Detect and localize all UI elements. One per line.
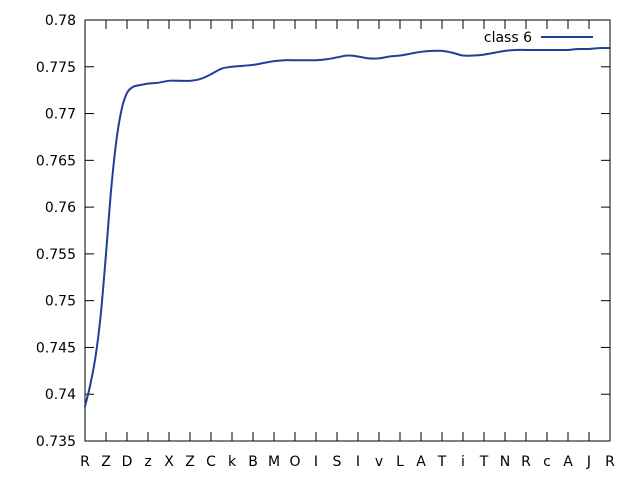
axis-layer: 0.735 0.74 0.745 0.75 0.755 0.76 0.765 0.77 0.77… (36, 13, 615, 470)
x-tick-label: A (563, 454, 573, 470)
x-tick-label: N (500, 454, 510, 470)
legend-label-class-6: class 6 (484, 30, 532, 46)
y-tick-label: 0.75 (45, 294, 76, 310)
plot-frame (84, 19, 611, 442)
y-tick-label: 0.735 (36, 434, 76, 450)
y-tick-label: 0.755 (36, 247, 76, 263)
x-tick-label: O (289, 454, 300, 470)
x-tick-label: z (144, 454, 151, 470)
x-tick-label: I (314, 454, 318, 470)
x-tick-label: L (396, 454, 404, 470)
legend: class 6 (484, 30, 593, 46)
x-tick-label: T (437, 454, 447, 470)
x-tick-label: i (461, 454, 465, 470)
x-tick-label: S (333, 454, 342, 470)
x-tick-label: k (228, 454, 237, 470)
plot-layer (84, 46, 611, 408)
x-tick-label: A (416, 454, 426, 470)
x-tick-label: J (586, 454, 591, 470)
y-tick-label: 0.775 (36, 60, 76, 76)
x-tick-label: R (605, 454, 615, 470)
x-tick-label: c (543, 454, 551, 470)
x-tick-label: I (356, 454, 360, 470)
y-tick-label: 0.76 (45, 200, 76, 216)
x-tick-label: T (479, 454, 489, 470)
x-tick-label: v (375, 454, 383, 470)
x-tick-label: D (122, 454, 133, 470)
x-tick-label: M (268, 454, 280, 470)
x-tick-label: C (206, 454, 216, 470)
y-tick-label: 0.745 (36, 340, 76, 356)
y-tick-label: 0.765 (36, 153, 76, 169)
x-tick-label: R (521, 454, 531, 470)
x-tick-label: X (164, 454, 174, 470)
y-tick-label: 0.77 (45, 107, 76, 123)
y-tick-label: 0.74 (45, 387, 76, 403)
series-line-class-6 (84, 46, 611, 408)
x-tick-label: B (248, 454, 258, 470)
x-tick-label: R (80, 454, 90, 470)
x-tick-label: Z (185, 454, 195, 470)
y-tick-label: 0.78 (45, 13, 76, 29)
x-tick-label: Z (101, 454, 111, 470)
